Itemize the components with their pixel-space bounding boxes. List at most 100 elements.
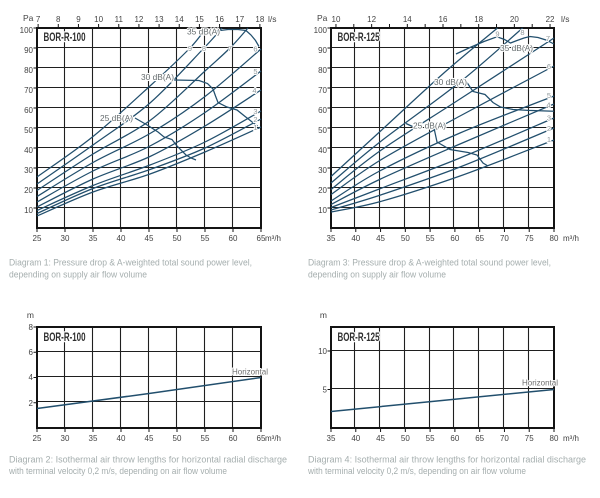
svg-text:10: 10	[332, 15, 341, 24]
svg-text:1: 1	[253, 123, 257, 132]
svg-text:Pa: Pa	[23, 13, 34, 23]
svg-text:7: 7	[228, 44, 232, 53]
svg-text:20: 20	[318, 186, 327, 195]
svg-text:65: 65	[475, 434, 484, 443]
svg-text:Horizontal: Horizontal	[522, 378, 558, 388]
svg-text:17: 17	[235, 15, 244, 24]
svg-text:30 dB(A): 30 dB(A)	[141, 72, 174, 82]
svg-text:15: 15	[195, 15, 204, 24]
svg-text:Pa: Pa	[317, 13, 328, 23]
svg-text:70: 70	[318, 86, 327, 95]
svg-text:2: 2	[253, 115, 257, 124]
svg-text:35 dB(A): 35 dB(A)	[187, 27, 220, 37]
svg-text:45: 45	[145, 434, 154, 443]
svg-text:55: 55	[426, 434, 435, 443]
svg-text:12: 12	[367, 15, 376, 24]
svg-text:50: 50	[173, 234, 182, 243]
svg-text:60: 60	[24, 106, 33, 115]
svg-text:5: 5	[547, 91, 551, 100]
svg-text:Diagram 3: Pressure drop & A-w: Diagram 3: Pressure drop & A-weighted to…	[308, 258, 551, 268]
svg-text:50: 50	[318, 126, 327, 135]
svg-text:40: 40	[351, 234, 360, 243]
svg-text:8: 8	[29, 323, 34, 332]
svg-text:50: 50	[173, 434, 182, 443]
svg-text:35: 35	[89, 434, 98, 443]
svg-text:65: 65	[257, 234, 266, 243]
svg-text:with terminal velocity 0,2 m/s: with terminal velocity 0,2 m/s, dependin…	[307, 466, 526, 476]
svg-text:9: 9	[188, 44, 192, 53]
svg-text:30: 30	[61, 234, 70, 243]
svg-text:30 dB(A): 30 dB(A)	[434, 77, 467, 87]
svg-text:3: 3	[253, 107, 257, 116]
svg-text:25 dB(A): 25 dB(A)	[100, 113, 133, 123]
svg-text:4: 4	[546, 101, 550, 110]
svg-text:80: 80	[550, 234, 559, 243]
svg-text:60: 60	[450, 234, 459, 243]
svg-text:30: 30	[24, 166, 33, 175]
svg-text:40: 40	[117, 434, 126, 443]
svg-text:75: 75	[525, 434, 534, 443]
svg-text:4: 4	[29, 373, 34, 382]
svg-text:BOR-R-100: BOR-R-100	[44, 32, 86, 44]
svg-text:14: 14	[403, 15, 412, 24]
svg-text:m³/h: m³/h	[265, 234, 281, 243]
svg-text:11: 11	[115, 15, 124, 24]
svg-text:14: 14	[175, 15, 184, 24]
svg-text:18: 18	[255, 15, 264, 24]
svg-text:8: 8	[56, 15, 61, 24]
svg-text:65: 65	[475, 234, 484, 243]
svg-text:10: 10	[318, 347, 327, 356]
svg-text:3: 3	[547, 114, 551, 123]
svg-text:55: 55	[201, 234, 210, 243]
svg-text:30: 30	[318, 166, 327, 175]
svg-text:6: 6	[29, 348, 34, 357]
svg-text:2: 2	[547, 124, 551, 133]
svg-text:40: 40	[351, 434, 360, 443]
svg-text:depending on supply air flow v: depending on supply air flow volume	[9, 270, 147, 280]
svg-text:16: 16	[439, 15, 448, 24]
svg-text:70: 70	[500, 234, 509, 243]
svg-text:5: 5	[253, 67, 257, 76]
svg-text:22: 22	[546, 15, 555, 24]
svg-text:30: 30	[61, 434, 70, 443]
svg-text:8: 8	[520, 28, 524, 37]
svg-text:90: 90	[318, 46, 327, 55]
svg-text:35: 35	[89, 234, 98, 243]
svg-text:80: 80	[318, 66, 327, 75]
svg-text:60: 60	[229, 234, 238, 243]
svg-text:9: 9	[76, 15, 81, 24]
svg-text:5: 5	[323, 386, 328, 395]
svg-text:2: 2	[29, 399, 34, 408]
svg-text:25: 25	[33, 434, 42, 443]
svg-text:l/s: l/s	[268, 14, 277, 24]
svg-text:13: 13	[155, 15, 164, 24]
svg-text:10: 10	[318, 206, 327, 215]
svg-text:16: 16	[215, 15, 224, 24]
svg-text:m: m	[27, 310, 34, 320]
svg-text:35 dB(A): 35 dB(A)	[500, 43, 533, 53]
svg-text:10: 10	[24, 206, 33, 215]
svg-text:18: 18	[474, 15, 483, 24]
svg-text:m³/h: m³/h	[265, 434, 281, 443]
svg-text:70: 70	[500, 434, 509, 443]
svg-text:65: 65	[257, 434, 266, 443]
svg-text:10: 10	[94, 15, 103, 24]
svg-text:35: 35	[327, 234, 336, 243]
svg-text:6: 6	[547, 62, 551, 71]
svg-text:4: 4	[252, 86, 256, 95]
svg-text:90: 90	[24, 46, 33, 55]
svg-text:8: 8	[202, 44, 206, 53]
svg-text:Diagram 4: Isothermal air thro: Diagram 4: Isothermal air throw lengths …	[308, 455, 586, 465]
svg-text:20: 20	[510, 15, 519, 24]
svg-text:25: 25	[33, 234, 42, 243]
svg-text:35: 35	[327, 434, 336, 443]
svg-text:1: 1	[547, 135, 551, 144]
svg-text:50: 50	[401, 234, 410, 243]
svg-text:80: 80	[550, 434, 559, 443]
svg-text:Diagram 2: Isothermal air thro: Diagram 2: Isothermal air throw lengths …	[9, 455, 287, 465]
svg-text:45: 45	[376, 234, 385, 243]
svg-text:50: 50	[24, 126, 33, 135]
svg-text:m: m	[320, 310, 327, 320]
svg-text:l/s: l/s	[561, 14, 570, 24]
svg-text:60: 60	[229, 434, 238, 443]
